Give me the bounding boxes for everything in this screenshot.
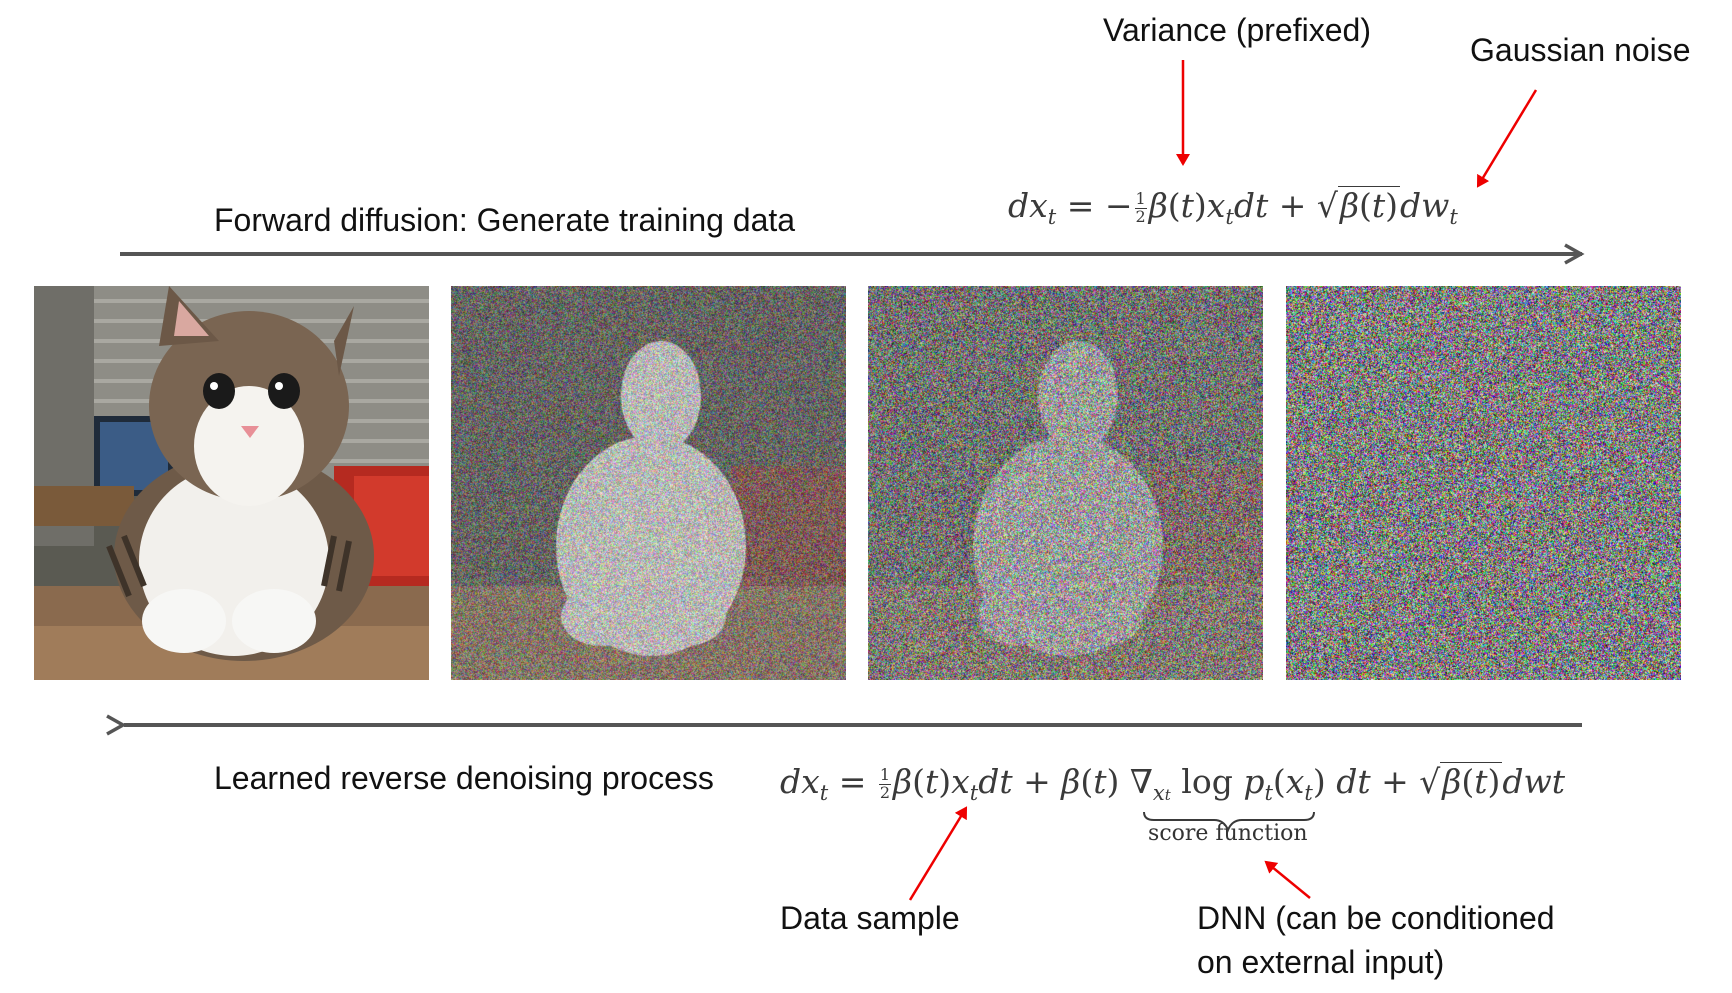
slightly-noisy-cat-image	[451, 286, 846, 680]
cat-illustration	[34, 286, 429, 680]
score-function-underbrace	[1143, 811, 1315, 833]
score-function-term: ∇xt log pt(xt) score function	[1129, 762, 1326, 846]
noise-canvas-1	[451, 286, 846, 680]
gaussian-noise-label: Gaussian noise	[1470, 32, 1691, 68]
reverse-sde-equation: dxt = 1 2 β(t)xtdt + β(t) ∇xt log pt(xt) sc…	[780, 762, 1566, 846]
gaussian-noise-pointer-arrow	[1476, 89, 1538, 188]
pure-noise-image	[1286, 286, 1681, 680]
dnn-pointer-arrow	[1264, 860, 1311, 899]
data-sample-label: Data sample	[780, 900, 960, 936]
reverse-process-label: Learned reverse denoising process	[214, 760, 714, 796]
dnn-label-line2: on external input)	[1197, 944, 1445, 980]
very-noisy-cat-image	[868, 286, 1263, 680]
variance-label: Variance (prefixed)	[1103, 12, 1371, 48]
score-function-caption: score function	[1148, 821, 1308, 846]
dnn-label-line1: DNN (can be conditioned	[1197, 900, 1555, 936]
clean-cat-image	[34, 286, 429, 680]
noise-canvas-3	[1286, 286, 1681, 680]
forward-diffusion-label: Forward diffusion: Generate training dat…	[214, 202, 796, 238]
noise-canvas-2	[868, 286, 1263, 680]
data-sample-pointer-arrow	[908, 806, 968, 901]
forward-sde-equation: dxt = −1 2 β(t)xtdt + √β(t)dwt	[1008, 186, 1458, 229]
